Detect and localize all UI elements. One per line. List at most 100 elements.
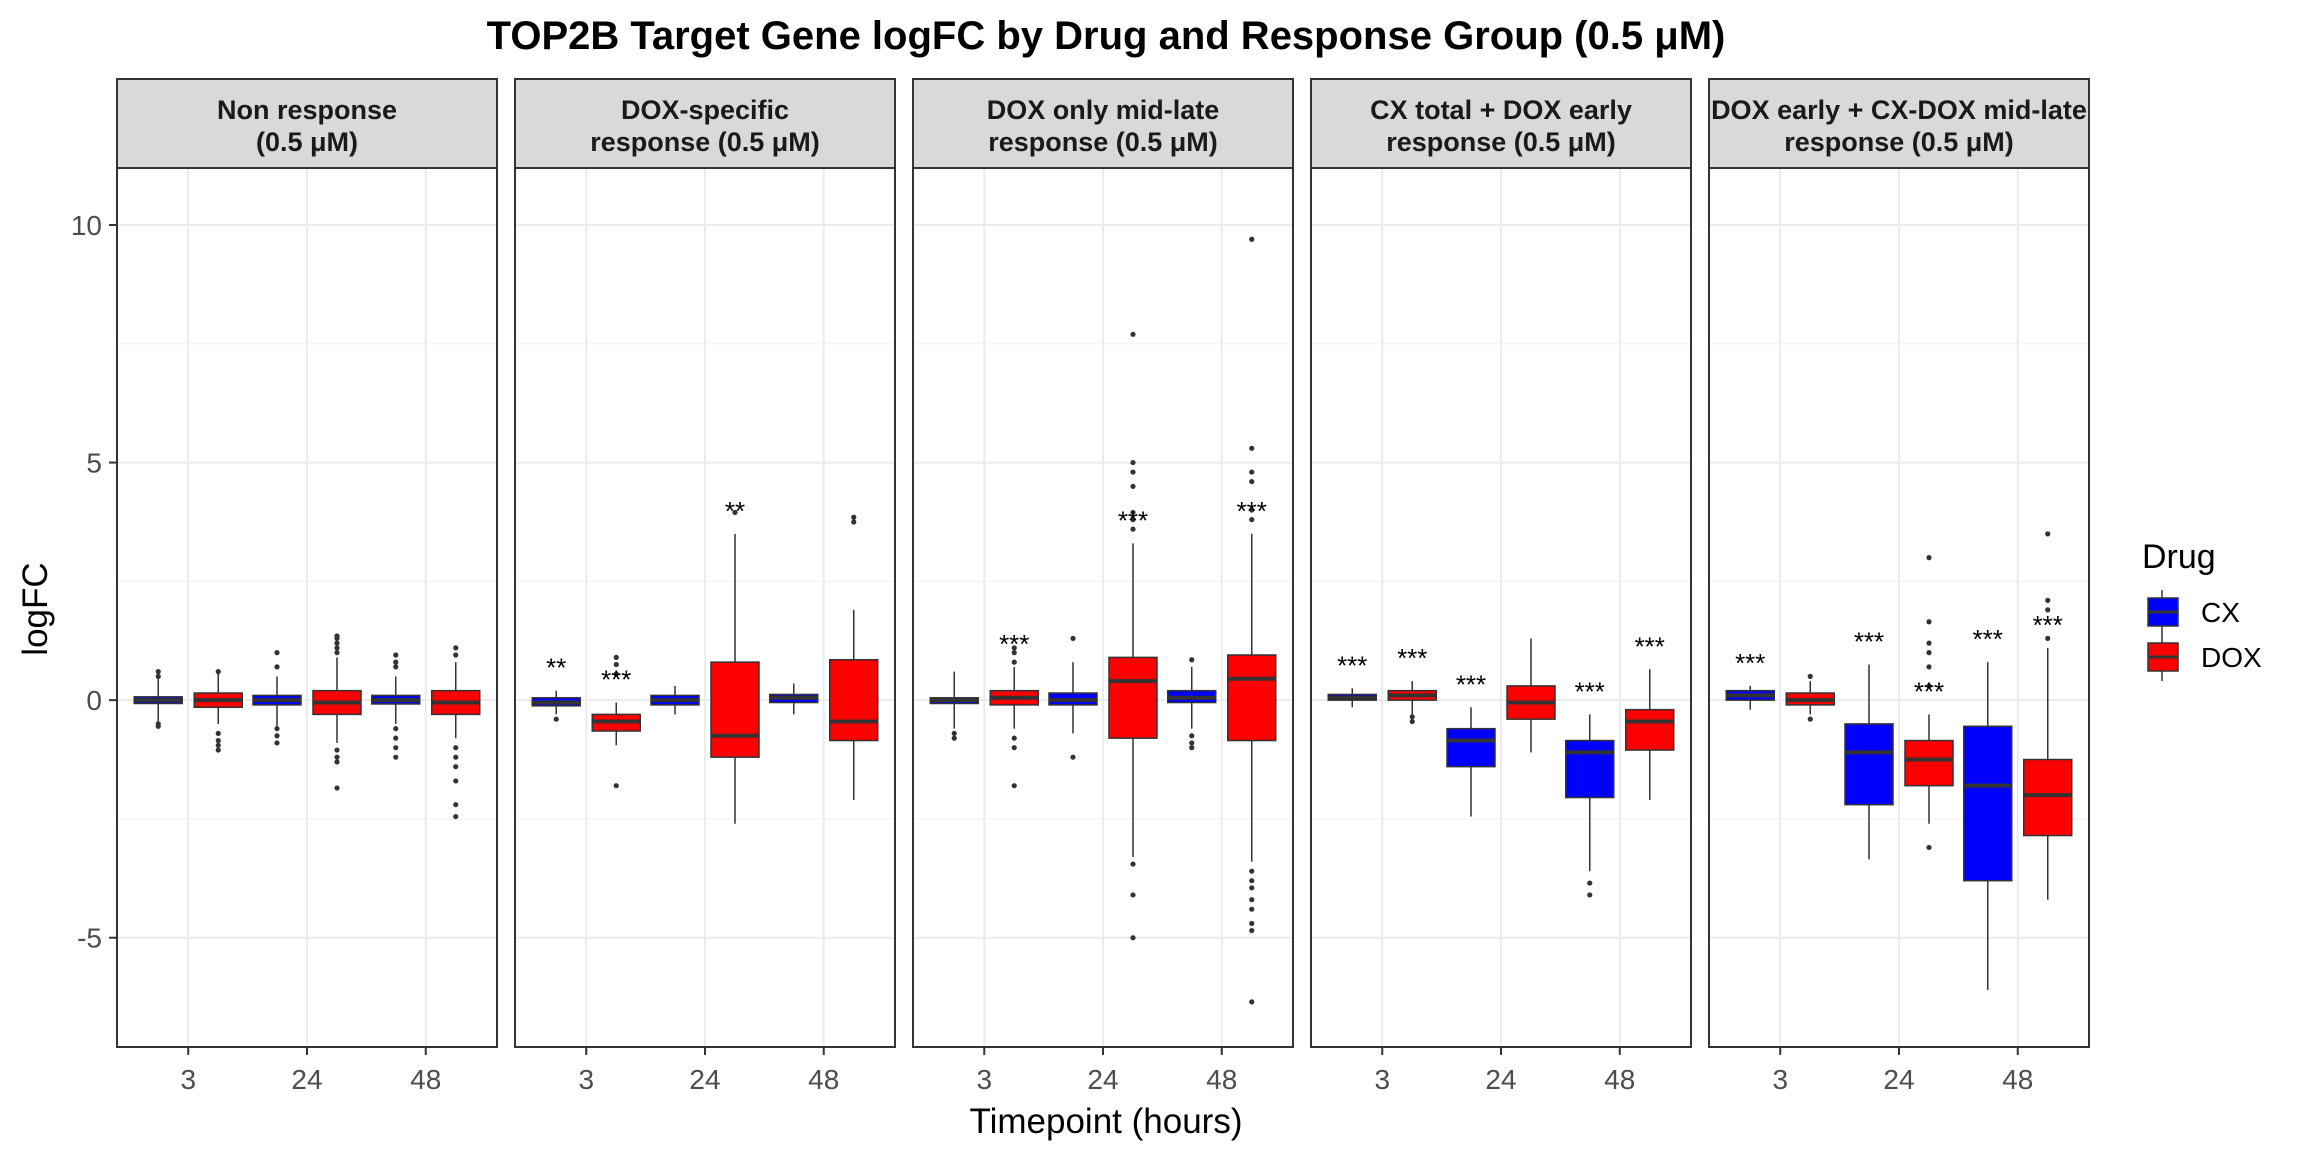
significance-label: *** [999,629,1029,659]
chart-title: TOP2B Target Gene logFC by Drug and Resp… [487,14,1726,58]
x-tick-label: 48 [2002,1064,2033,1095]
facet-strip [912,78,1294,169]
legend-entry-cx: CX [2147,590,2240,636]
x-tick-label: 3 [1374,1064,1390,1095]
box-body [1108,656,1158,739]
outlier-point [274,726,280,732]
outlier-point [2045,597,2051,603]
box-dox-24h [312,633,362,791]
outlier-point [1011,659,1017,665]
facet-strip-label: response (0.5 μM) [1386,127,1616,157]
outlier-point [1249,868,1255,874]
x-tick-label: 3 [578,1064,594,1095]
facet-panel: Non response(0.5 μM) 3 24 48 [116,78,498,1095]
outlier-point [453,778,459,784]
box-dox-48h [829,514,879,800]
outlier-point [215,669,221,675]
box-cx-24h: *** [1446,669,1496,817]
outlier-point [1011,735,1017,741]
outlier-point [393,735,399,741]
outlier-point [393,754,399,760]
outlier-point [453,754,459,760]
outlier-point [274,740,280,746]
box-body [1227,654,1277,742]
x-tick-label: 48 [808,1064,839,1095]
outlier-point [1189,745,1195,751]
box-dox-48h: *** [2023,531,2073,900]
y-tick-label: 5 [86,448,102,479]
outlier-point [1130,935,1136,941]
box-body [2023,758,2073,837]
box-body [1904,739,1954,787]
y-tick-label: -5 [77,923,102,954]
facet-strip-label: response (0.5 μM) [1784,127,2014,157]
box-cx-3h [929,671,979,741]
panels-layer: Non response(0.5 μM)3 24 48** *****DOX-spec… [116,78,2090,1095]
outlier-point [613,654,619,660]
outlier-point [393,745,399,751]
box-cx-48h [769,683,819,715]
box-dox-24h: *** [1108,331,1158,941]
outlier-point [1189,733,1195,739]
significance-label: ** [546,653,566,683]
outlier-point [1926,555,1932,561]
outlier-point [453,764,459,770]
significance-label: *** [1635,631,1665,661]
outlier-point [1011,745,1017,751]
y-tick-label: 0 [86,685,102,716]
outlier-point [1926,683,1932,689]
significance-label: *** [2033,610,2063,640]
box-cx-48h: *** [1963,624,2013,990]
outlier-point [215,730,221,737]
facet-strip-label: DOX-specific [621,95,789,125]
x-tick-label: 48 [1604,1064,1635,1095]
outlier-point [453,745,459,751]
outlier-point [393,652,399,658]
box-cx-24h: *** [1844,627,1894,860]
x-tick-label: 24 [1883,1064,1914,1095]
outlier-point [274,650,280,656]
x-tick-label: 24 [1485,1064,1516,1095]
box-cx-3h: ** [531,653,581,722]
box-dox-24h: *** [1904,555,1954,851]
x-tick-label: 24 [1087,1064,1118,1095]
outlier-point [334,633,340,639]
outlier-point [1130,517,1136,523]
outlier-point [2045,607,2051,613]
significance-label: *** [1118,505,1148,535]
legend-entries: CX DOX [2147,590,2262,681]
significance-label: *** [601,665,631,695]
significance-label: *** [1914,676,1944,706]
box-cx-48h: *** [1565,676,1615,898]
outlier-point [334,759,340,765]
significance-label: *** [1735,648,1765,678]
outlier-point [1189,657,1195,663]
outlier-point [1926,640,1932,646]
box-body [1625,708,1675,751]
box-body [829,659,879,742]
outlier-point [215,737,221,744]
outlier-point [393,664,399,670]
outlier-point [155,669,161,675]
outlier-point [1926,650,1932,656]
outlier-point [1130,861,1136,867]
outlier-point [1011,650,1017,656]
legend: Drug CX DOX [2142,538,2262,681]
outlier-point [1130,469,1136,475]
facet-strip-label: DOX early + CX-DOX mid-late [1711,95,2087,125]
box-dox-48h [431,645,481,820]
box-dox-3h: *** [591,654,641,789]
box-body [710,661,760,758]
outlier-point [1130,526,1136,532]
box-cx-3h: *** [1327,650,1377,708]
outlier-point [215,747,221,753]
facet-strip [1708,78,2090,169]
facet-strip [514,78,896,169]
legend-label: DOX [2201,642,2262,673]
outlier-point [1011,645,1017,651]
x-tick-label: 24 [291,1064,322,1095]
